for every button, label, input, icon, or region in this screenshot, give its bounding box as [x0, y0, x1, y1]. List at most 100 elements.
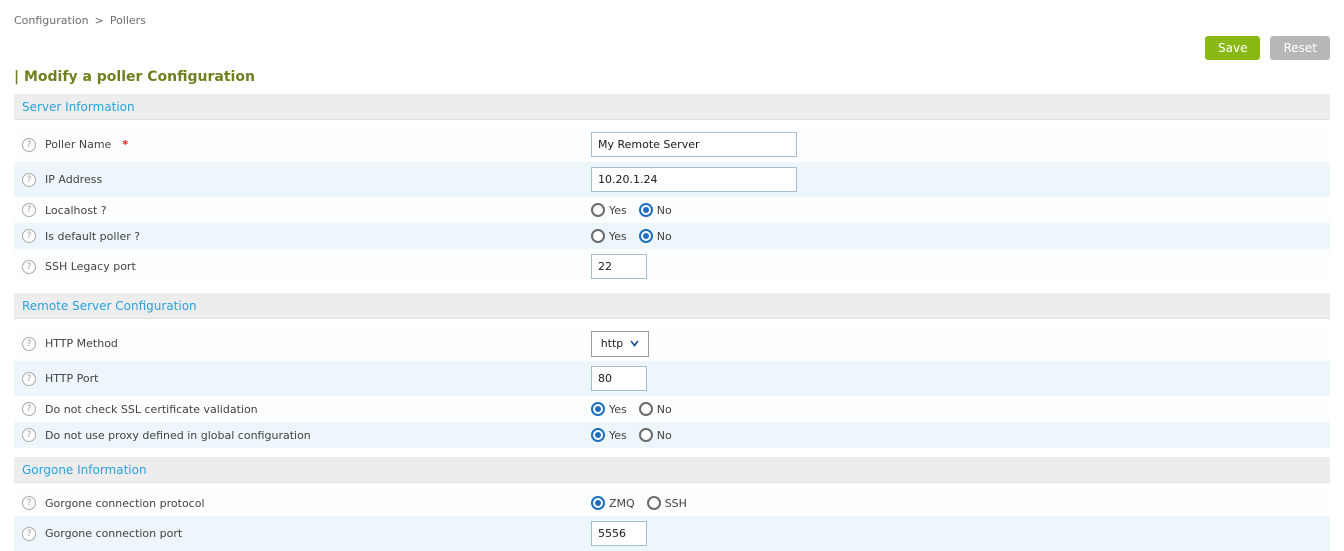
help-icon[interactable]: ? [22, 428, 36, 442]
http-method-select[interactable]: http [591, 330, 649, 357]
field-cell [591, 254, 647, 279]
section-header: Remote Server Configuration [14, 293, 1330, 319]
radio-icon [591, 402, 605, 416]
form-row-http-port: ? HTTP Port [14, 361, 1330, 396]
help-icon[interactable]: ? [22, 259, 36, 274]
help-icon[interactable]: ? [22, 526, 36, 541]
form-row-is-default-poller: ? Is default poller ? Yes No [14, 223, 1330, 249]
radio-icon [591, 229, 605, 243]
help-icon[interactable]: ? [22, 137, 36, 152]
form-row-poller-name: ? Poller Name * [14, 127, 1330, 162]
field-label: IP Address [45, 173, 103, 186]
field-label: HTTP Port [45, 372, 99, 385]
field-cell: Yes No [591, 402, 684, 416]
field-label-cell: ? IP Address [22, 172, 591, 187]
radio-label: SSH [664, 496, 687, 510]
field-label: Localhost ? [45, 203, 107, 217]
gorgone-connection-port-input[interactable] [591, 521, 647, 546]
field-cell [591, 167, 797, 192]
help-icon[interactable]: ? [22, 402, 36, 416]
field-label-cell: ? SSH Legacy port [22, 259, 591, 274]
http-port-input[interactable] [591, 366, 647, 391]
field-label-cell: ? Do not use proxy defined in global conf… [22, 428, 591, 442]
localhost-radio-no[interactable]: No [638, 203, 672, 217]
field-cell: Yes No [591, 428, 684, 442]
field-label: SSH Legacy port [45, 260, 136, 273]
reset-button[interactable]: Reset [1270, 36, 1330, 60]
field-label-cell: ? Gorgone connection port [22, 526, 591, 541]
breadcrumb-separator: > [94, 14, 104, 27]
field-label-cell: ? Gorgone connection protocol [22, 496, 591, 510]
field-label: Gorgone connection port [45, 527, 183, 540]
help-icon[interactable]: ? [22, 172, 36, 187]
field-label-cell: ? Localhost ? [22, 203, 591, 217]
field-label: Do not check SSL certificate validation [45, 402, 258, 416]
radio-icon [591, 428, 605, 442]
section-header: Server Information [14, 94, 1330, 120]
localhost-radio-yes[interactable]: Yes [591, 203, 627, 217]
section-remote-server-configuration: Remote Server Configuration? HTTP Method h… [14, 293, 1330, 448]
section-header: Gorgone Information [14, 457, 1330, 483]
field-label-cell: ? Is default poller ? [22, 229, 591, 243]
no-proxy-radio-no[interactable]: No [638, 428, 672, 442]
section-rows: ? Poller Name *? IP Address? Localhost ? Yes N… [14, 127, 1330, 284]
radio-icon [638, 203, 653, 217]
help-icon[interactable]: ? [22, 496, 36, 510]
form-row-gorgone-connection-port: ? Gorgone connection port [14, 516, 1330, 551]
is-default-poller-radio-no[interactable]: No [638, 229, 672, 243]
field-label-cell: ? Do not check SSL certificate validation [22, 402, 591, 416]
ssl-certificate-validation-radio-no[interactable]: No [638, 402, 672, 416]
help-icon[interactable]: ? [22, 371, 36, 386]
field-label: HTTP Method [45, 337, 118, 350]
radio-label: No [656, 402, 672, 416]
poller-name-input[interactable] [591, 132, 797, 157]
field-label: Gorgone connection protocol [45, 496, 205, 510]
page-title: | Modify a poller Configuration [14, 69, 255, 85]
ip-address-input[interactable] [591, 167, 797, 192]
field-label: Is default poller ? [45, 229, 141, 243]
help-icon[interactable]: ? [22, 229, 36, 243]
field-cell [591, 132, 797, 157]
radio-label: No [656, 203, 672, 217]
toolbar: Save Reset [14, 36, 1330, 60]
breadcrumb-item-configuration[interactable]: Configuration [14, 14, 89, 27]
save-button[interactable]: Save [1205, 36, 1261, 60]
radio-icon [646, 496, 661, 510]
radio-label: Yes [609, 203, 627, 217]
radio-icon [638, 428, 653, 442]
radio-label: No [656, 428, 672, 442]
field-cell [591, 366, 647, 391]
form-row-gorgone-connection-protocol: ? Gorgone connection protocol ZMQ SSH [14, 490, 1330, 516]
help-icon[interactable]: ? [22, 203, 36, 217]
breadcrumb-item-pollers[interactable]: Pollers [109, 14, 146, 27]
field-label: Poller Name [45, 138, 112, 151]
form-row-ssh-legacy-port: ? SSH Legacy port [14, 249, 1330, 284]
form-row-http-method: ? HTTP Method http [14, 326, 1330, 361]
section-rows: ? Gorgone connection protocol ZMQ SSH? Gorgo… [14, 490, 1330, 551]
radio-label: No [656, 229, 672, 243]
gorgone-connection-protocol-radio-zmq[interactable]: ZMQ [591, 496, 635, 510]
ssh-legacy-port-input[interactable] [591, 254, 647, 279]
chevron-down-icon [630, 337, 639, 350]
ssl-certificate-validation-radio-yes[interactable]: Yes [591, 402, 627, 416]
section-gorgone-information: Gorgone Information? Gorgone connection p… [14, 457, 1330, 551]
radio-icon [591, 496, 605, 510]
radio-icon [638, 402, 653, 416]
radio-icon [638, 229, 653, 243]
radio-label: Yes [609, 402, 627, 416]
required-asterisk: * [122, 138, 129, 151]
form-row-ip-address: ? IP Address [14, 162, 1330, 197]
is-default-poller-radio-yes[interactable]: Yes [591, 229, 627, 243]
field-label-cell: ? HTTP Method [22, 336, 591, 351]
radio-label: ZMQ [609, 496, 635, 510]
field-cell: Yes No [591, 203, 684, 217]
no-proxy-radio-yes[interactable]: Yes [591, 428, 627, 442]
form-row-no-proxy: ? Do not use proxy defined in global conf… [14, 422, 1330, 448]
section-rows: ? HTTP Method http? HTTP Port? Do not check … [14, 326, 1330, 448]
http-method-selected-value: http [600, 337, 624, 350]
help-icon[interactable]: ? [22, 336, 36, 351]
gorgone-connection-protocol-radio-ssh[interactable]: SSH [646, 496, 687, 510]
field-label: Do not use proxy defined in global confi… [45, 428, 311, 442]
form-row-ssl-certificate-validation: ? Do not check SSL certificate validation… [14, 396, 1330, 422]
field-cell: Yes No [591, 229, 684, 243]
